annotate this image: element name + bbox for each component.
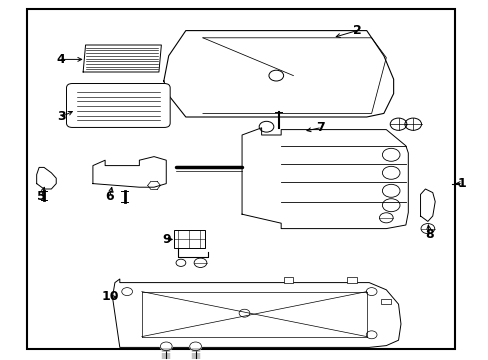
Bar (283, 277, 293, 283)
Polygon shape (83, 45, 161, 72)
Wedge shape (160, 342, 172, 351)
Text: 3: 3 (57, 111, 65, 123)
Bar (27, 9, 454, 349)
Text: 7: 7 (315, 121, 324, 134)
Text: 10: 10 (101, 291, 119, 303)
Text: 5: 5 (37, 190, 46, 203)
Bar (381, 299, 390, 304)
Text: 2: 2 (352, 24, 361, 37)
Text: 4: 4 (57, 53, 65, 66)
Text: 6: 6 (105, 190, 114, 203)
Bar (173, 230, 205, 248)
Wedge shape (189, 342, 201, 351)
Text: 9: 9 (162, 233, 170, 246)
FancyBboxPatch shape (66, 84, 170, 127)
Bar (346, 277, 356, 283)
Text: 1: 1 (457, 177, 466, 190)
Text: 8: 8 (424, 228, 433, 240)
